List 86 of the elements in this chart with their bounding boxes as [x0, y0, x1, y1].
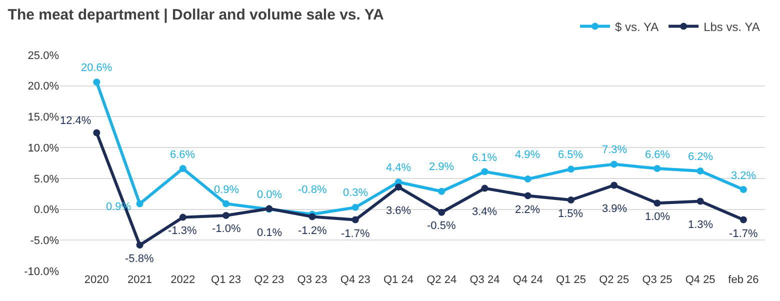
point [179, 165, 186, 172]
point [136, 242, 144, 249]
x-tick-label: 2020 [84, 274, 109, 286]
x-tick-label: Q2 25 [599, 274, 630, 286]
data-label: 3.6% [386, 205, 412, 217]
point [567, 196, 574, 204]
y-tick-label: 0.0% [34, 204, 60, 216]
x-tick-label: 2021 [128, 274, 152, 286]
data-label: 0.0% [257, 189, 282, 201]
y-tick-label: -5.0% [30, 234, 60, 247]
point [740, 216, 747, 224]
data-label: 2.9% [429, 161, 454, 173]
data-label: 6.6% [170, 149, 196, 161]
x-tick-label: Q3 25 [642, 274, 672, 286]
data-label: 3.4% [472, 206, 498, 218]
data-label: -1.3% [168, 225, 197, 237]
point [524, 176, 532, 183]
point [610, 160, 618, 168]
point [696, 168, 704, 175]
point [352, 216, 359, 224]
x-tick-label: Q1 25 [556, 274, 586, 286]
y-tick-label: -10.0% [24, 266, 60, 278]
y-tick-label: 10.0% [28, 142, 60, 154]
x-tick-label: Q4 24 [512, 274, 543, 286]
x-tick-label: Q1 24 [384, 274, 414, 286]
point [93, 78, 100, 86]
x-tick-label: Q3 23 [297, 274, 328, 286]
data-label: 6.5% [558, 149, 584, 161]
data-label: 1.5% [558, 208, 584, 220]
data-label: -1.7% [341, 228, 370, 240]
data-label: 6.1% [472, 152, 498, 164]
point [308, 213, 316, 220]
point [438, 208, 446, 216]
point [222, 200, 230, 208]
point [394, 184, 402, 191]
y-tick-label: 15.0% [28, 112, 60, 124]
point [179, 214, 186, 221]
data-label: 3.9% [602, 203, 628, 215]
point [524, 192, 532, 200]
data-label: 6.6% [645, 149, 670, 161]
point [481, 168, 488, 176]
data-label: 1.3% [688, 219, 714, 231]
data-label: 0.9% [214, 184, 240, 196]
point [438, 188, 446, 195]
x-tick-label: Q1 23 [211, 274, 241, 286]
point [222, 212, 230, 219]
legend-label: Lbs vs. YA [704, 20, 760, 34]
x-tick-label: feb 26 [728, 274, 759, 286]
data-label: -1.7% [729, 228, 758, 240]
point [352, 204, 359, 211]
data-label: 7.3% [602, 144, 628, 156]
point [93, 129, 100, 136]
x-tick-label: Q4 23 [340, 274, 370, 286]
y-tick-label: 5.0% [34, 173, 60, 186]
data-label: -0.8% [298, 184, 327, 196]
point [136, 200, 144, 208]
data-label: 3.2% [731, 170, 756, 182]
data-label: 1.0% [645, 211, 670, 223]
point [481, 184, 488, 192]
y-tick-label: 20.0% [28, 80, 60, 93]
y-tick-label: 25.0% [28, 50, 60, 62]
data-label: 0.3% [343, 187, 368, 199]
data-label: 0.1% [257, 227, 282, 239]
chart-title: The meat department | Dollar and volume sale vs. YA [8, 6, 384, 24]
data-label: 20.6% [81, 62, 112, 74]
data-label: 4.4% [386, 162, 412, 174]
x-tick-label: Q4 25 [685, 274, 716, 286]
x-tick-label: 2022 [170, 274, 196, 286]
data-label: -1.0% [212, 223, 241, 235]
x-tick-label: Q2 24 [426, 274, 457, 286]
point [654, 200, 661, 207]
data-label: 4.9% [515, 149, 540, 161]
point [654, 165, 661, 172]
data-label: -1.2% [298, 225, 327, 237]
x-tick-label: Q3 24 [470, 274, 500, 286]
data-label: 6.2% [688, 151, 714, 163]
data-label: -5.8% [125, 253, 154, 265]
point [696, 198, 704, 205]
point [567, 166, 574, 173]
data-label: 2.2% [515, 204, 540, 216]
x-tick-label: Q2 23 [254, 274, 284, 286]
legend-label: $ vs. YA [615, 20, 659, 34]
data-label: -0.5% [427, 220, 456, 232]
point [610, 182, 618, 189]
point [740, 186, 747, 194]
data-label: 12.4% [60, 115, 92, 127]
